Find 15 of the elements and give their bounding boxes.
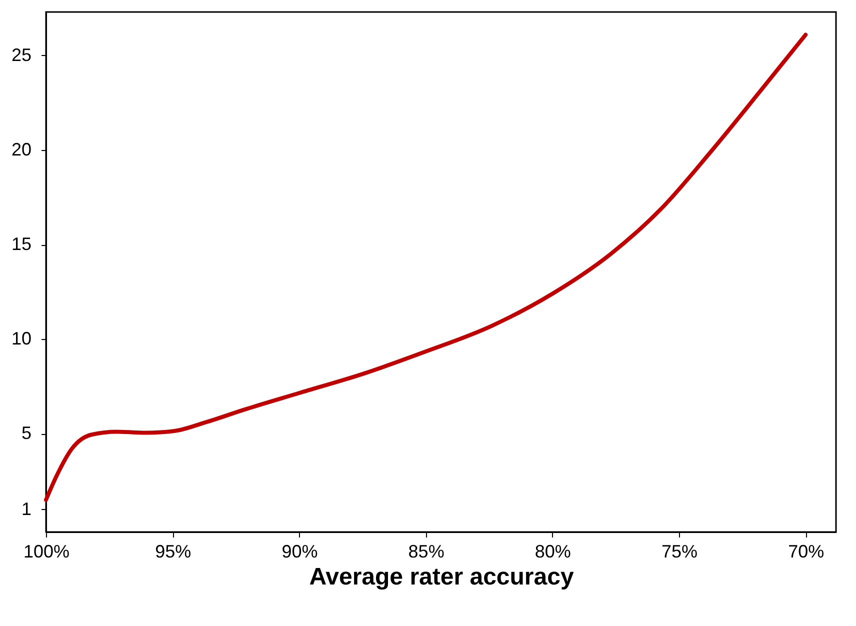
x-axis-title: Average rater accuracy [309,564,574,590]
x-tick-label: 85% [408,542,444,562]
y-tick-label: 15 [11,234,32,254]
x-tick-label: 75% [661,542,698,562]
y-tick-label: 1 [21,498,32,519]
y-tick-label: 20 [11,140,32,160]
y-tick-label: 10 [11,328,32,349]
x-tick-label: 95% [155,542,192,562]
x-tick-label: 80% [534,542,571,562]
y-tick-label: 5 [21,423,32,444]
y-tick-label: 25 [11,44,32,65]
x-tick-label: 90% [282,542,318,562]
x-tick-label: 70% [788,542,824,562]
line-series [44,32,808,502]
x-tick-label: 100% [23,542,70,562]
